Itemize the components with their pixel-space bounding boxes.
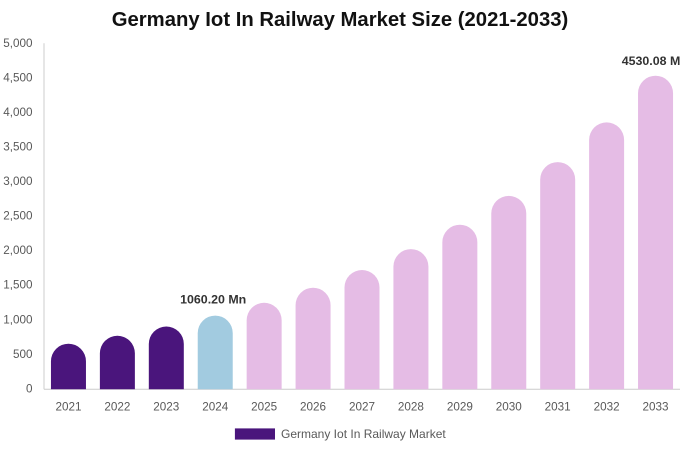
svg-text:0: 0	[26, 382, 33, 395]
svg-text:4,500: 4,500	[3, 71, 33, 84]
svg-text:4,000: 4,000	[3, 106, 33, 119]
svg-text:2033: 2033	[643, 400, 669, 413]
svg-text:2024: 2024	[202, 400, 229, 413]
svg-text:2029: 2029	[447, 400, 473, 413]
svg-text:2025: 2025	[251, 400, 278, 413]
svg-text:2021: 2021	[55, 400, 81, 413]
svg-text:2030: 2030	[496, 400, 523, 413]
svg-text:1060.20 Mn: 1060.20 Mn	[180, 292, 246, 306]
svg-text:500: 500	[13, 348, 33, 361]
svg-text:1,500: 1,500	[3, 279, 33, 292]
svg-text:2028: 2028	[398, 400, 424, 413]
svg-text:1,000: 1,000	[3, 313, 33, 326]
svg-text:3,000: 3,000	[3, 175, 33, 188]
svg-text:2027: 2027	[349, 400, 375, 413]
svg-text:2,000: 2,000	[3, 244, 33, 257]
svg-text:Germany Iot In Railway Market: Germany Iot In Railway Market	[281, 427, 446, 441]
svg-text:2022: 2022	[104, 400, 130, 413]
svg-text:2,500: 2,500	[3, 210, 33, 223]
svg-text:3,500: 3,500	[3, 141, 33, 154]
svg-text:2023: 2023	[153, 400, 179, 413]
svg-text:2026: 2026	[300, 400, 326, 413]
svg-text:5,000: 5,000	[3, 37, 33, 50]
svg-text:4530.08 Mn: 4530.08 Mn	[622, 54, 680, 68]
svg-text:2032: 2032	[594, 400, 620, 413]
svg-text:2031: 2031	[545, 400, 571, 413]
svg-text:Germany Iot In Railway Market: Germany Iot In Railway Market Size (2021…	[112, 9, 569, 31]
